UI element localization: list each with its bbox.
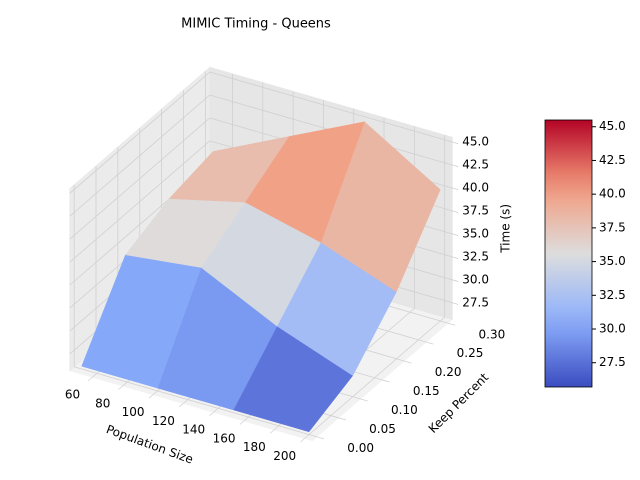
tick-mark <box>452 302 459 305</box>
grid-line <box>69 71 211 194</box>
colorbar-tick-label: 42.5 <box>599 153 626 167</box>
tick-mark <box>452 187 459 191</box>
colorbar-tick-label: 45.0 <box>599 119 626 133</box>
x-tick-label: 160 <box>213 431 236 445</box>
tick-mark <box>447 322 456 326</box>
x-tick-label: 200 <box>273 449 296 463</box>
surface-cell <box>168 136 290 203</box>
z-tick-label: 35.0 <box>462 226 489 240</box>
tick-mark <box>452 233 459 237</box>
x-tick-label: 180 <box>243 440 266 454</box>
chart-title: MIMIC Timing - Queens <box>181 17 331 32</box>
colorbar-tick-label: 30.0 <box>599 322 626 336</box>
y-axis-label: Keep Percent <box>426 370 492 436</box>
colorbar-tick-label: 27.5 <box>599 355 626 369</box>
tick-mark <box>452 141 459 145</box>
tick-mark <box>452 256 459 259</box>
tick-mark <box>452 279 459 282</box>
grid-line <box>209 71 453 143</box>
tick-mark <box>209 411 214 417</box>
y-tick-label: 0.10 <box>391 403 418 417</box>
tick-mark <box>148 394 154 399</box>
z-tick-label: 37.5 <box>462 203 489 217</box>
grid-line <box>74 366 317 438</box>
y-tick-label: 0.05 <box>369 422 396 436</box>
colorbar-tick-label: 32.5 <box>599 288 626 302</box>
tick-mark <box>316 436 325 440</box>
tick-mark <box>404 360 412 364</box>
tick-mark <box>118 385 124 390</box>
x-tick-label: 100 <box>122 405 145 419</box>
colorbar-tick-label: 37.5 <box>599 220 626 234</box>
y-tick-label: 0.25 <box>457 346 484 360</box>
colorbar-tick-label: 35.0 <box>599 254 626 268</box>
y-tick-label: 0.30 <box>479 327 506 341</box>
y-tick-label: 0.15 <box>413 384 440 398</box>
x-tick-label: 120 <box>152 414 175 428</box>
tick-mark <box>300 438 305 443</box>
y-tick-label: 0.20 <box>435 365 462 379</box>
z-tick-label: 32.5 <box>462 249 489 263</box>
z-tick-label: 40.0 <box>462 180 489 194</box>
tick-mark <box>178 403 184 408</box>
z-axis-label: Time (s) <box>499 204 513 254</box>
tick-mark <box>425 341 434 345</box>
colorbar <box>544 119 593 388</box>
tick-mark <box>360 398 368 402</box>
z-tick-label: 30.0 <box>462 272 489 286</box>
tick-mark <box>452 210 459 214</box>
colorbar-tick-label: 40.0 <box>599 187 626 201</box>
tick-mark <box>452 164 459 168</box>
z-tick-label: 27.5 <box>462 295 489 309</box>
tick-mark <box>382 379 390 383</box>
z-tick-label: 45.0 <box>462 135 489 149</box>
grid-line <box>69 117 211 240</box>
grid-line <box>69 140 211 263</box>
tick-mark <box>88 376 93 382</box>
x-tick-label: 140 <box>182 423 205 437</box>
x-tick-label: 80 <box>95 396 110 410</box>
tick-mark <box>239 420 245 425</box>
tick-mark <box>269 429 275 434</box>
grid-line <box>69 94 211 217</box>
y-tick-label: 0.00 <box>347 441 374 455</box>
z-tick-label: 42.5 <box>462 158 489 172</box>
tick-mark <box>338 417 346 421</box>
x-tick-label: 60 <box>65 388 80 402</box>
